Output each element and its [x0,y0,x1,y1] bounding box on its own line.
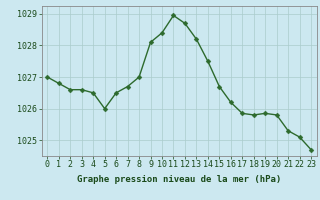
X-axis label: Graphe pression niveau de la mer (hPa): Graphe pression niveau de la mer (hPa) [77,175,281,184]
